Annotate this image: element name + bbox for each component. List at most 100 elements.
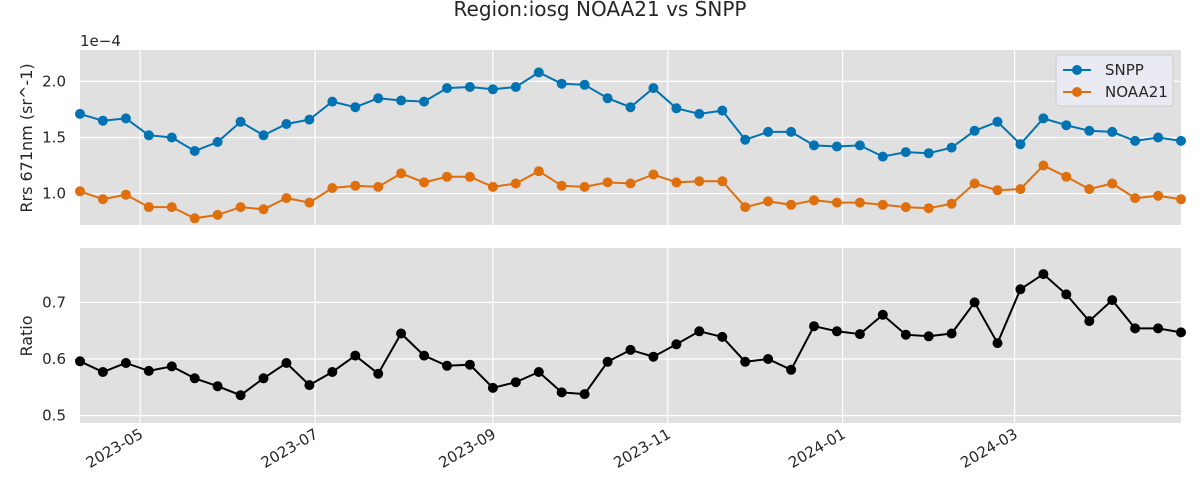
snpp-data-point (1153, 132, 1164, 143)
snpp-data-point (304, 114, 315, 125)
snpp-data-point (166, 132, 177, 143)
bottom-grid (80, 248, 1181, 423)
ratio-data-point (1107, 295, 1118, 306)
ratio-data-point (809, 321, 819, 332)
noaa21-data-point (1107, 178, 1118, 189)
ratio-data-point (1038, 269, 1049, 280)
noaa21-data-point (419, 177, 430, 188)
snpp-data-point (809, 140, 819, 151)
noaa21-data-point (510, 178, 521, 189)
noaa21-data-point (877, 199, 888, 210)
noaa21-data-point (304, 197, 315, 208)
noaa21-data-point (442, 171, 452, 182)
ratio-data-point (396, 328, 407, 339)
y-tick-label: 0.5 (42, 407, 66, 425)
snpp-data-point (419, 96, 430, 107)
noaa21-data-point (809, 195, 819, 206)
noaa21-data-point (625, 178, 636, 189)
ratio-data-point (602, 356, 613, 367)
noaa21-data-point (946, 198, 957, 209)
legend-box (1055, 54, 1174, 107)
x-tick-label: 2024-03 (957, 425, 1020, 472)
noaa21-data-point (900, 202, 911, 213)
ratio-data-point (350, 350, 361, 361)
ratio-data-point (510, 377, 521, 388)
noaa21-data-point (1038, 160, 1049, 171)
x-tick-label: 2023-09 (436, 425, 499, 472)
ratio-data-point (419, 350, 430, 361)
ratio-data-point (166, 361, 177, 372)
ratio-data-point (533, 367, 544, 377)
snpp-data-point (350, 102, 361, 113)
ratio-data-point (1176, 327, 1186, 338)
x-tick-label: 2024-01 (785, 425, 848, 472)
legend-noaa21-marker (1072, 87, 1082, 97)
noaa21-data-point (97, 194, 108, 205)
ratio-data-point (923, 331, 934, 342)
ratio-data-point (143, 365, 154, 376)
snpp-data-point (625, 102, 636, 113)
noaa21-data-point (143, 202, 154, 213)
snpp-data-point (1084, 125, 1095, 136)
noaa21-data-point (166, 202, 177, 213)
snpp-data-point (1130, 135, 1141, 146)
ratio-data-point (579, 389, 590, 400)
ratio-data-point (671, 339, 682, 350)
bottom-y-axis-label: Ratio (17, 315, 36, 356)
ratio-data-point (740, 356, 751, 367)
ratio-data-point (464, 359, 475, 370)
ratio-data-point (786, 364, 797, 375)
noaa21-data-point (671, 177, 682, 188)
bottom-plot-area (80, 248, 1181, 423)
ratio-data-point (120, 358, 131, 368)
noaa21-data-point (969, 178, 980, 189)
ratio-data-point (487, 382, 498, 393)
snpp-data-point (556, 78, 567, 89)
legend: SNPP NOAA21 (1055, 54, 1174, 107)
top-y-axis-label: Rrs 671nm (sr^-1) (17, 63, 36, 212)
y-tick-label: 0.6 (42, 350, 66, 368)
snpp-data-point (212, 137, 223, 147)
ratio-data-point (1153, 323, 1164, 334)
noaa21-data-point (120, 189, 131, 200)
ratio-data-point (327, 367, 338, 377)
ratio-data-point (854, 329, 865, 340)
ratio-data-point (969, 297, 980, 308)
top-panel: 1.0 1.5 2.0 1e−4 Rrs 671nm (sr^-1) SNPP NO… (17, 32, 1186, 225)
noaa21-data-point (1015, 184, 1026, 195)
noaa21-data-point (923, 203, 934, 214)
y-tick-label: 2.0 (42, 72, 66, 90)
snpp-data-point (671, 103, 682, 114)
noaa21-data-point (281, 193, 292, 204)
snpp-data-point (946, 142, 957, 153)
snpp-data-point (143, 130, 154, 141)
chart-title: Region:iosg NOAA21 vs SNPP (454, 0, 747, 21)
snpp-data-point (602, 93, 613, 104)
noaa21-data-point (579, 181, 590, 192)
snpp-data-point (717, 105, 728, 116)
snpp-data-point (189, 146, 200, 156)
ratio-data-point (281, 358, 292, 368)
ratio-data-point (97, 367, 108, 377)
noaa21-data-point (327, 183, 338, 193)
noaa21-data-point (602, 177, 613, 188)
ratio-data-point (694, 326, 705, 337)
ratio-data-point (946, 328, 957, 339)
noaa21-data-point (854, 197, 865, 208)
snpp-data-point (442, 83, 452, 94)
snpp-data-point (510, 82, 521, 92)
noaa21-data-point (212, 209, 223, 220)
snpp-data-point (97, 115, 108, 126)
x-tick-label: 2023-11 (610, 425, 673, 472)
snpp-data-point (258, 130, 269, 141)
noaa21-data-point (1153, 190, 1164, 201)
snpp-data-point (740, 134, 751, 145)
ratio-data-point (373, 368, 384, 379)
snpp-data-point (281, 119, 292, 129)
top-offset-text: 1e−4 (80, 32, 121, 50)
ratio-data-point (1015, 284, 1026, 295)
snpp-data-point (763, 126, 774, 137)
noaa21-data-point (1061, 171, 1072, 182)
